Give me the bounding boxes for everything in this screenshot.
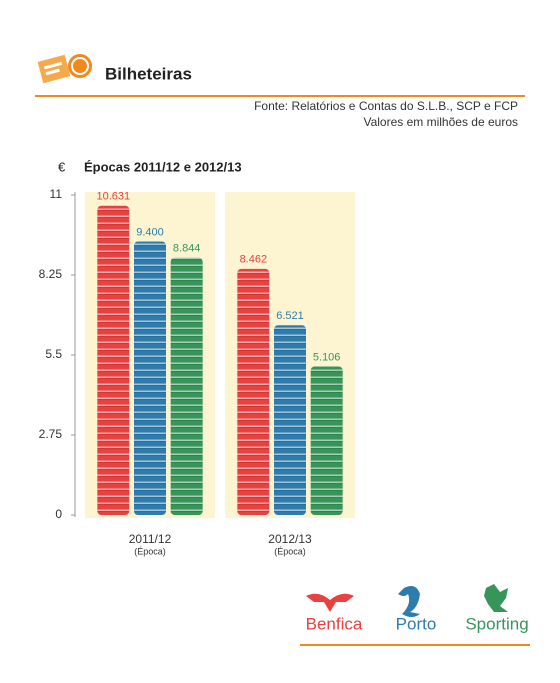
- chart-title: Épocas 2011/12 e 2012/13: [84, 159, 242, 174]
- legend-label: Porto: [396, 614, 437, 633]
- legend-label: Benfica: [306, 614, 363, 633]
- bar-texture: [274, 325, 306, 515]
- bar-texture: [97, 205, 130, 515]
- value-label: 10.631: [97, 191, 131, 203]
- y-tick-label: 11: [50, 187, 63, 201]
- value-label: 8.844: [173, 243, 201, 255]
- value-label: 6.521: [276, 310, 304, 322]
- y-tick-label: 5.5: [45, 347, 62, 361]
- page-title: Bilheteiras: [105, 64, 192, 83]
- x-sublabel: (Época): [274, 546, 306, 556]
- value-label: 9.400: [136, 226, 164, 238]
- value-label: 5.106: [313, 351, 341, 363]
- bar-texture: [134, 241, 166, 515]
- x-tick-label: 2011/12: [129, 532, 172, 546]
- y-tick-label: 0: [55, 507, 62, 521]
- x-sublabel: (Época): [134, 546, 166, 556]
- bar-texture: [237, 268, 270, 515]
- x-tick-label: 2012/13: [268, 532, 312, 546]
- benfica-icon: [306, 593, 354, 612]
- source: Fonte: Relatórios e Contas do S.L.B., SC…: [254, 99, 518, 113]
- value-label: 8.462: [240, 254, 268, 266]
- legend-label: Sporting: [465, 614, 528, 633]
- bar-texture: [310, 366, 343, 515]
- y-tick-label: 8.25: [39, 267, 63, 281]
- y-axis-label: €: [58, 159, 66, 174]
- header-icon: [37, 54, 92, 84]
- bar-texture: [170, 257, 203, 515]
- units: Valores em milhões de euros: [363, 115, 518, 129]
- sporting-icon: [484, 584, 508, 612]
- y-tick-label: 2.75: [39, 427, 63, 441]
- porto-icon: [398, 586, 420, 617]
